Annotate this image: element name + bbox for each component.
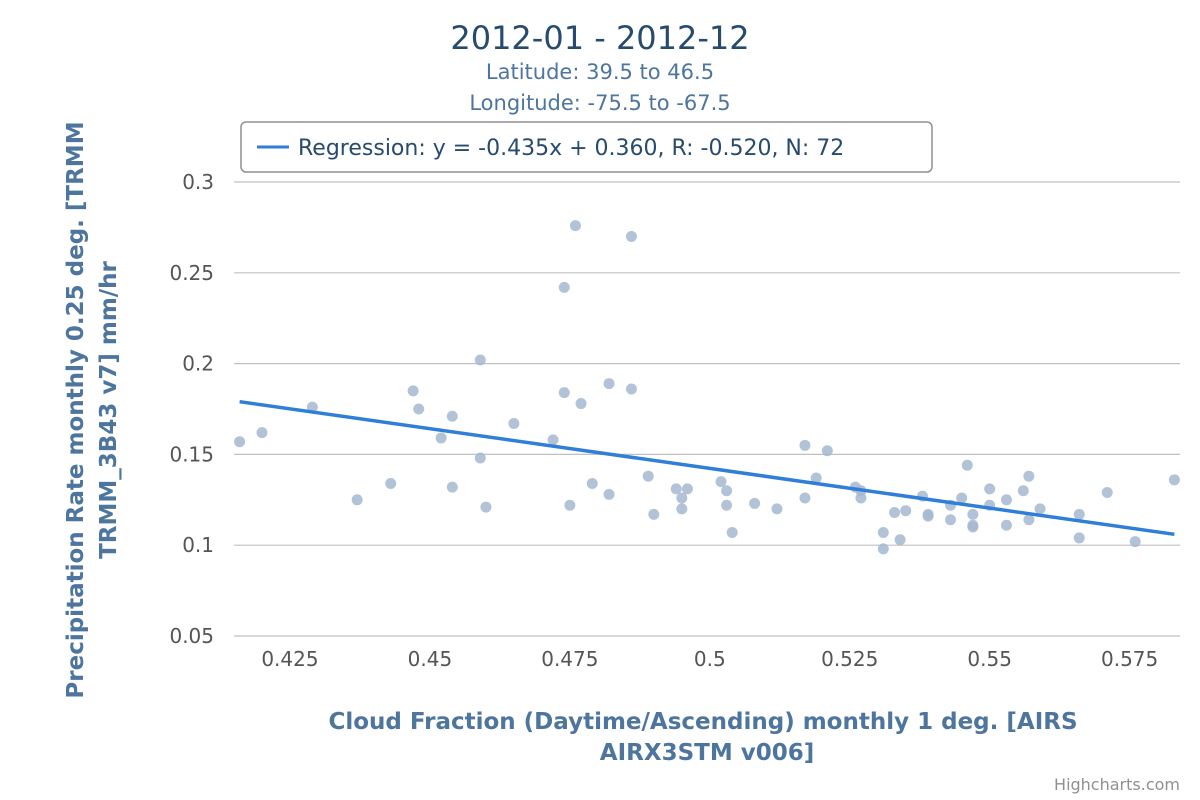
regression-line[interactable] [239,399,1175,537]
scatter-point[interactable] [1000,494,1012,506]
scatter-point[interactable] [1034,503,1046,515]
regression-layer [239,399,1175,537]
scatter-point[interactable] [961,459,973,471]
legend-item-regression[interactable]: Regression: y = -0.435x + 0.360, R: -0.5… [298,136,844,161]
scatter-point[interactable] [351,494,363,506]
scatter-point[interactable] [435,432,447,444]
legend-box [240,121,933,173]
scatter-point[interactable] [547,434,559,446]
scatter-point[interactable] [944,514,956,526]
scatter-point[interactable] [564,499,576,511]
scatter-point[interactable] [446,481,458,493]
scatter-point[interactable] [1073,532,1085,544]
scatter-point[interactable] [894,534,906,546]
scatter-point[interactable] [799,439,811,451]
scatter-point[interactable] [1129,536,1141,548]
gridlines [234,181,1180,637]
y-axis-title-line-1: Precipitation Rate monthly 0.25 deg. [TR… [63,121,89,698]
scatter-point[interactable] [625,383,637,395]
scatter-point[interactable] [726,526,738,538]
x-axis-tick-labels: 0.425 0.45 0.475 0.5 0.525 0.55 0.575 [261,647,1158,671]
x-tick-label: 0.425 [261,647,318,671]
y-tick-label: 0.25 [169,261,214,285]
scatter-point[interactable] [256,427,268,439]
chart-title: 2012-01 - 2012-12 [450,19,749,57]
scatter-point[interactable] [1017,485,1029,497]
credits-link[interactable]: Highcharts.com [1054,775,1180,794]
scatter-point[interactable] [749,497,761,509]
scatter-point[interactable] [956,492,968,504]
scatter-point[interactable] [1023,470,1035,482]
scatter-point[interactable] [1101,487,1113,499]
y-tick-label: 0.05 [169,624,214,648]
x-axis-title-line-2: AIRX3STM v006] [600,740,814,766]
scatter-point[interactable] [480,501,492,513]
x-tick-label: 0.45 [408,647,453,671]
y-tick-label: 0.1 [182,533,214,557]
scatter-point[interactable] [446,410,458,422]
x-tick-label: 0.5 [694,647,726,671]
y-axis-title-line-2: TRMM_3B43 v7] mm/hr [96,260,122,558]
y-tick-label: 0.3 [182,170,214,194]
scatter-point[interactable] [967,521,979,533]
scatter-point[interactable] [877,526,889,538]
scatter-point[interactable] [810,472,822,484]
scatter-point[interactable] [721,485,733,497]
scatter-point[interactable] [575,398,587,410]
x-tick-label: 0.575 [1101,647,1158,671]
scatter-point[interactable] [1168,474,1180,486]
scatter-point[interactable] [922,508,934,520]
scatter-point[interactable] [625,230,637,242]
scatter-point[interactable] [642,470,654,482]
scatter-point[interactable] [721,499,733,511]
scatter-point[interactable] [984,483,996,495]
scatter-point[interactable] [670,483,682,495]
scatter-point[interactable] [586,477,598,489]
scatter-point[interactable] [413,403,425,415]
scatter-point[interactable] [569,220,581,232]
scatter-point[interactable] [889,507,901,519]
scatter-point[interactable] [603,378,615,390]
y-tick-label: 0.2 [182,352,214,376]
scatter-point[interactable] [474,354,486,366]
scatter-point[interactable] [877,543,889,555]
x-tick-label: 0.525 [821,647,878,671]
legend[interactable]: Regression: y = -0.435x + 0.360, R: -0.5… [240,121,933,173]
scatter-point[interactable] [385,477,397,489]
scatter-point[interactable] [1000,519,1012,531]
scatter-point[interactable] [900,505,912,517]
scatter-point[interactable] [676,503,688,515]
scatter-point[interactable] [603,488,615,500]
scatter-point[interactable] [821,445,833,457]
x-axis-title-line-1: Cloud Fraction (Daytime/Ascending) month… [328,709,1077,735]
chart-subtitle-latitude: Latitude: 39.5 to 46.5 [486,60,714,84]
x-tick-label: 0.475 [541,647,598,671]
scatter-point[interactable] [676,492,688,504]
chart-subtitle-longitude: Longitude: -75.5 to -67.5 [469,91,730,115]
scatter-point[interactable] [967,508,979,520]
scatter-point[interactable] [681,483,693,495]
scatter-point[interactable] [474,452,486,464]
x-tick-label: 0.55 [967,647,1012,671]
scatter-point[interactable] [799,492,811,504]
scatter-point[interactable] [558,387,570,399]
y-tick-label: 0.15 [169,442,214,466]
scatter-points [234,220,1180,555]
scatter-point[interactable] [407,385,419,397]
scatter-point[interactable] [1073,508,1085,520]
scatter-point[interactable] [1023,514,1035,526]
scatter-point[interactable] [558,281,570,293]
scatter-point[interactable] [508,418,520,430]
scatter-point[interactable] [234,436,246,448]
scatter-point[interactable] [771,503,783,515]
scatter-point[interactable] [855,492,867,504]
scatter-point[interactable] [648,508,660,520]
scatter-point[interactable] [715,476,727,488]
y-axis-tick-labels: 0.05 0.1 0.15 0.2 0.25 0.3 [169,170,214,648]
